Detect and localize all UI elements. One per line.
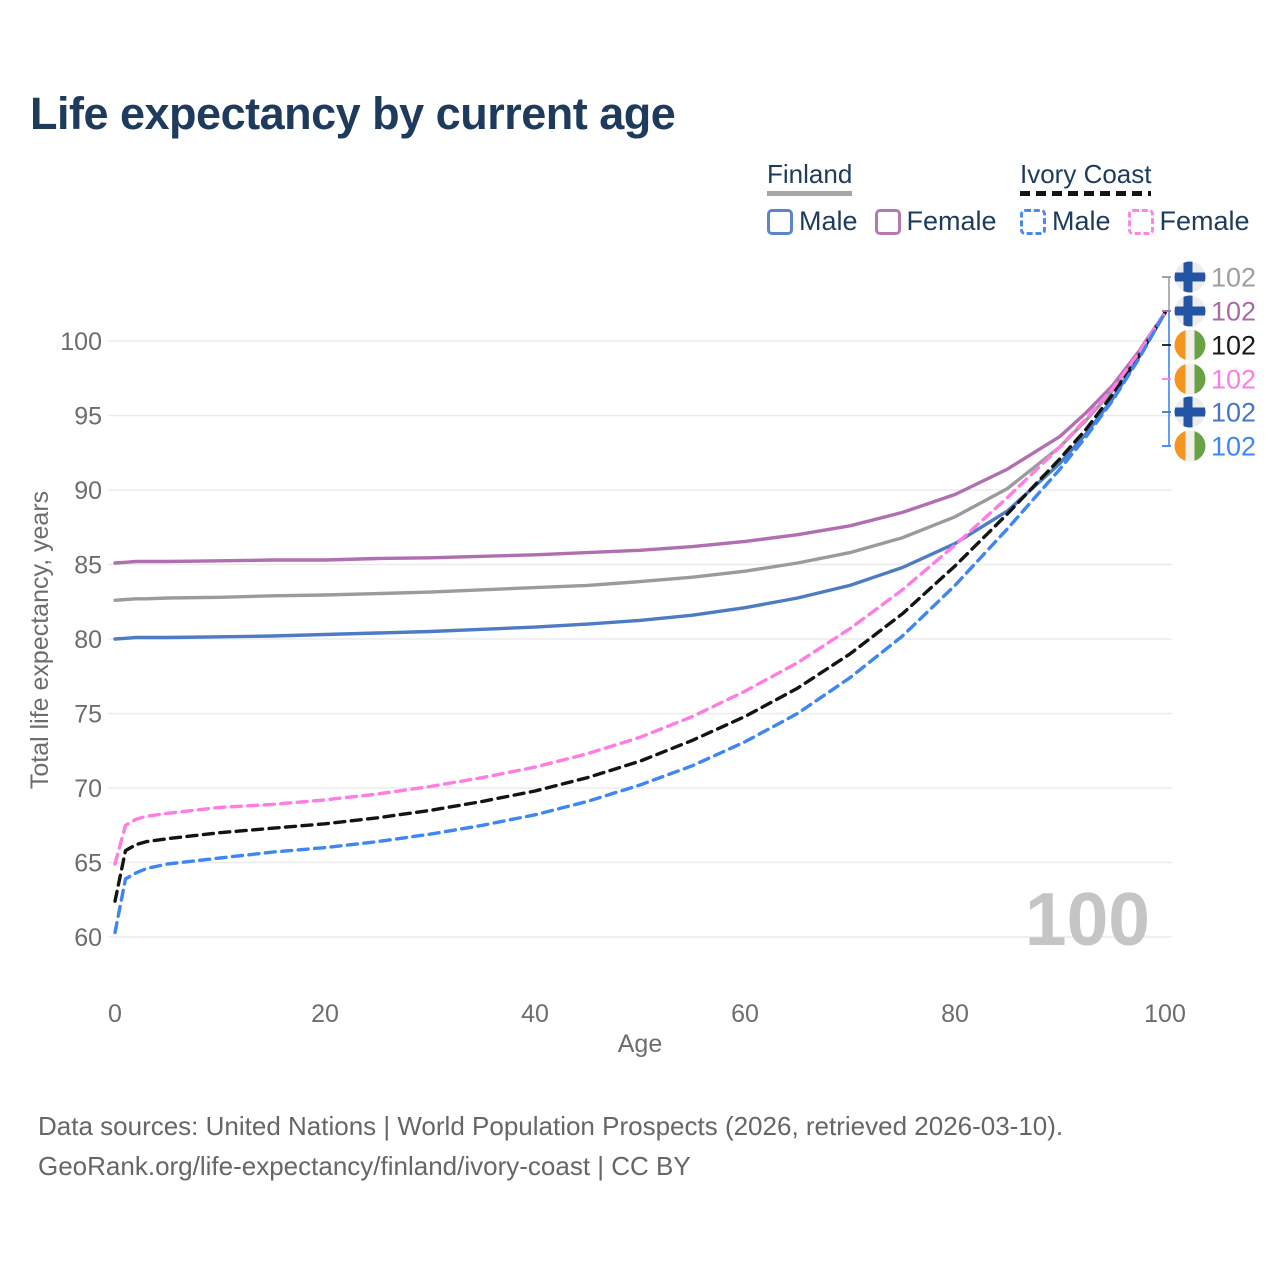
age-watermark: 100 <box>1025 877 1150 961</box>
flag-icon-finland <box>1174 261 1206 293</box>
legend-swatch-ivory-coast-male[interactable] <box>1020 208 1046 235</box>
flag-icon-ivorycoast <box>1174 430 1206 462</box>
series-line-finland-female[interactable] <box>113 311 1167 565</box>
legend-group-finland: Finland Male Female <box>767 160 997 237</box>
end-value-label-finland-male: 102 <box>1211 398 1256 428</box>
legend-item-finland-female[interactable]: Female <box>874 206 997 237</box>
y-tick-label: 100 <box>60 328 102 356</box>
x-tick-label: 0 <box>108 1000 122 1028</box>
legend-group-ivory-coast: Ivory Coast Male Female <box>1020 160 1250 237</box>
y-tick-label: 60 <box>74 924 102 952</box>
legend-swatch-finland-male[interactable] <box>767 208 793 235</box>
legend-label: Male <box>799 206 858 236</box>
y-tick-label: 90 <box>74 477 102 505</box>
flag-icon-finland <box>1174 295 1206 327</box>
end-value-label-finland-total: 102 <box>1211 263 1256 293</box>
legend-item-finland-male[interactable]: Male <box>767 206 858 237</box>
flag-icon-finland <box>1174 396 1206 428</box>
series-line-ivorycoast-male[interactable] <box>113 311 1167 935</box>
attribution-line: GeoRank.org/life-expectancy/finland/ivor… <box>38 1151 691 1181</box>
y-axis-title: Total life expectancy, years <box>26 491 54 789</box>
x-tick-label: 100 <box>1144 1000 1186 1028</box>
flag-icon-ivorycoast <box>1174 363 1206 395</box>
legend-label: Female <box>1159 206 1250 236</box>
label-connector <box>1162 276 1170 311</box>
end-value-label-ivorycoast-female: 102 <box>1211 365 1256 395</box>
legend-item-ivory-coast-male[interactable]: Male <box>1020 206 1111 237</box>
legend-underline-finland-solid <box>767 191 852 196</box>
y-tick-label: 80 <box>74 626 102 654</box>
series-line-finland-total[interactable] <box>113 311 1167 602</box>
end-value-label-ivorycoast-total: 102 <box>1211 331 1256 361</box>
x-tick-label: 80 <box>941 1000 969 1028</box>
legend-label: Female <box>906 206 997 236</box>
y-tick-label: 95 <box>74 403 102 431</box>
y-tick-label: 70 <box>74 775 102 803</box>
x-tick-label: 60 <box>731 1000 759 1028</box>
series-line-finland-male[interactable] <box>113 311 1167 641</box>
legend-underline-ivory-coast-dashed <box>1020 191 1151 196</box>
data-source-footer: Data sources: United Nations | World Pop… <box>38 1106 1063 1186</box>
end-value-label-finland-female: 102 <box>1211 297 1256 327</box>
end-value-label-ivorycoast-male: 102 <box>1211 432 1256 462</box>
x-axis-title: Age <box>618 1030 662 1058</box>
series-line-ivorycoast-total[interactable] <box>113 311 1167 903</box>
legend-country-ivory-coast[interactable]: Ivory Coast <box>1020 159 1152 189</box>
series-line-ivorycoast-female[interactable] <box>113 311 1167 866</box>
legend-swatch-ivory-coast-female[interactable] <box>1127 208 1154 235</box>
x-tick-label: 40 <box>521 1000 549 1028</box>
y-tick-label: 85 <box>74 552 102 580</box>
legend-label: Male <box>1052 206 1111 236</box>
x-tick-label: 20 <box>311 1000 339 1028</box>
y-tick-label: 65 <box>74 850 102 878</box>
page-title: Life expectancy by current age <box>30 88 676 139</box>
y-tick-label: 75 <box>74 701 102 729</box>
data-source-line: Data sources: United Nations | World Pop… <box>38 1111 1064 1141</box>
legend-country-finland[interactable]: Finland <box>767 159 853 189</box>
legend-item-ivory-coast-female[interactable]: Female <box>1127 206 1250 237</box>
legend-swatch-finland-female[interactable] <box>874 208 901 235</box>
flag-icon-ivorycoast <box>1174 329 1206 361</box>
